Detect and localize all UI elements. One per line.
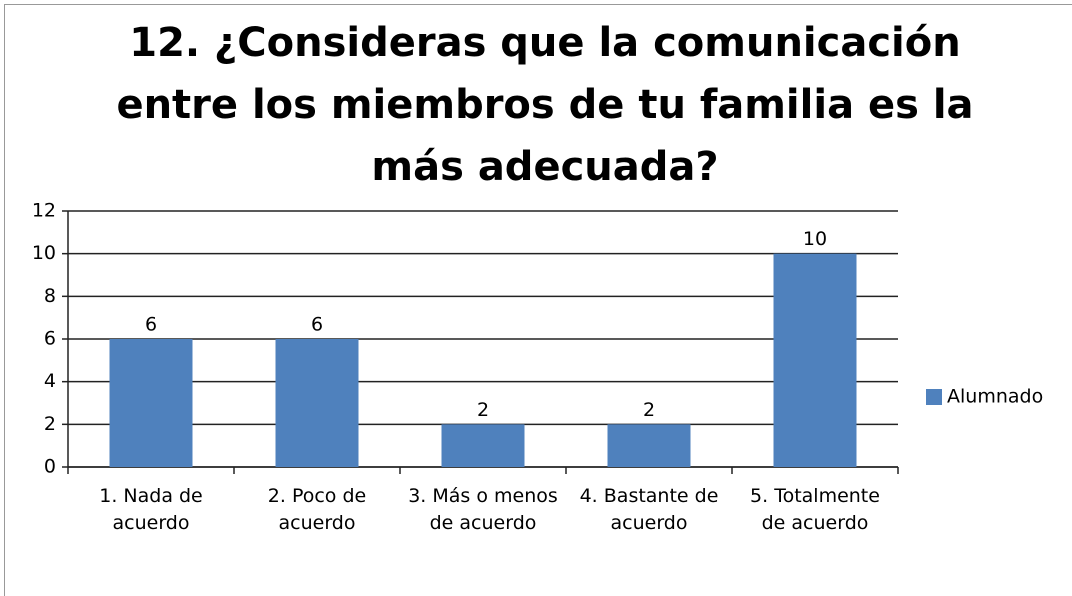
x-tick-label: 3. Más o menos de acuerdo: [408, 485, 558, 534]
x-tick-label: 1. Nada de acuerdo: [99, 485, 203, 534]
y-tick-label: 8: [44, 285, 56, 307]
data-label: 6: [145, 314, 157, 336]
y-tick-label: 2: [44, 413, 56, 435]
y-tick-label: 0: [44, 456, 56, 478]
bar: [607, 424, 691, 467]
y-tick-label: 4: [44, 370, 56, 392]
y-tick-label: 10: [32, 242, 56, 264]
data-label: 2: [643, 399, 655, 421]
bar: [109, 339, 193, 467]
chart-frame: [4, 4, 1072, 596]
bar: [773, 253, 857, 467]
legend-label: Alumnado: [947, 386, 1043, 408]
y-tick-label: 6: [44, 328, 56, 350]
legend-swatch: [926, 389, 942, 405]
x-tick-label: 5. Totalmente de acuerdo: [750, 485, 880, 534]
data-label: 10: [803, 228, 827, 250]
y-tick-label: 12: [32, 200, 56, 222]
x-tick-label: 4. Bastante de acuerdo: [579, 485, 719, 534]
bar: [441, 424, 525, 467]
data-label: 2: [477, 399, 489, 421]
x-tick-label: 2. Poco de acuerdo: [267, 485, 367, 534]
data-label: 6: [311, 314, 323, 336]
chart-title: 12. ¿Consideras que la comunicación entr…: [116, 20, 974, 190]
bar: [275, 339, 359, 467]
